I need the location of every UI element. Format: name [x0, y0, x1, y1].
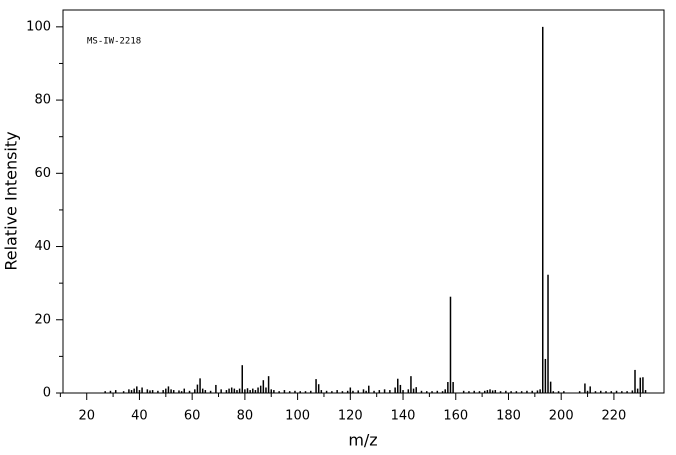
y-tick-label: 40: [34, 239, 51, 254]
x-tick-label: 200: [549, 409, 574, 424]
x-tick-label: 100: [285, 409, 310, 424]
x-tick-label: 20: [78, 409, 95, 424]
x-axis-title: m/z: [348, 431, 377, 450]
y-tick-label: 100: [26, 19, 51, 34]
x-tick-label: 220: [602, 409, 627, 424]
y-tick-label: 20: [34, 312, 51, 327]
x-tick-label: 180: [496, 409, 521, 424]
annotation: MS-IW-2218: [87, 37, 141, 47]
x-tick-label: 60: [184, 409, 201, 424]
x-tick-label: 40: [131, 409, 148, 424]
plot-frame: [62, 9, 665, 394]
x-tick-label: 140: [391, 409, 416, 424]
x-tick-label: 80: [237, 409, 254, 424]
y-tick-label: 60: [34, 166, 51, 181]
y-tick-label: 0: [43, 386, 51, 401]
x-tick-label: 120: [338, 409, 363, 424]
x-tick-label: 160: [443, 409, 468, 424]
y-tick-label: 80: [34, 93, 51, 108]
y-axis-title: Relative Intensity: [2, 131, 21, 270]
